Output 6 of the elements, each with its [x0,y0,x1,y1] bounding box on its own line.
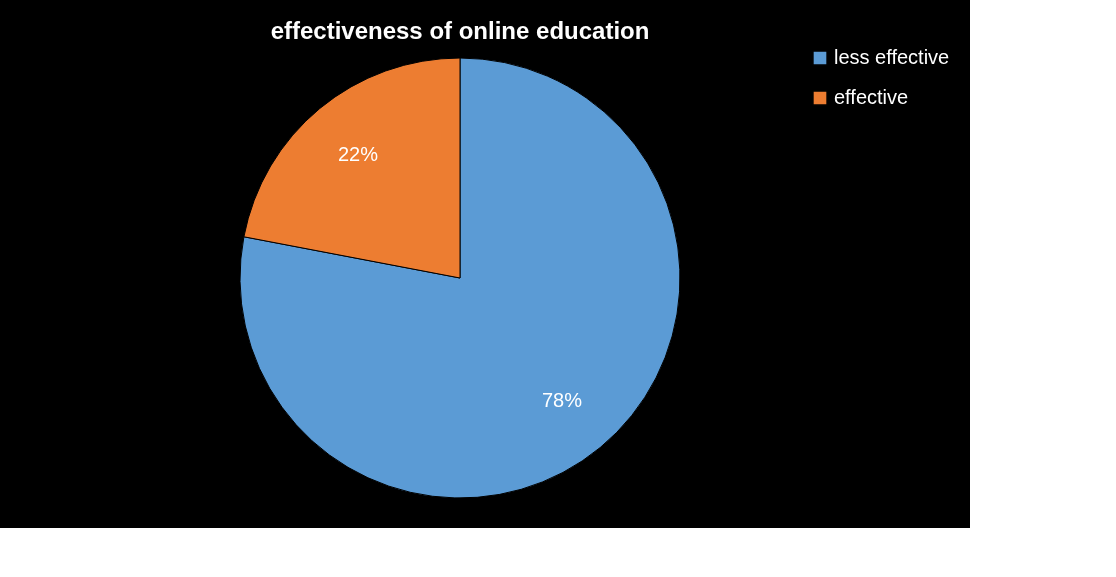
data-label: 78% [541,389,583,412]
pie-slice [239,57,681,499]
legend-label: effective [834,86,909,108]
data-label: 22% [338,142,379,165]
chart-title: effectiveness of online education [270,17,650,44]
legend-label: less effective [834,46,950,68]
